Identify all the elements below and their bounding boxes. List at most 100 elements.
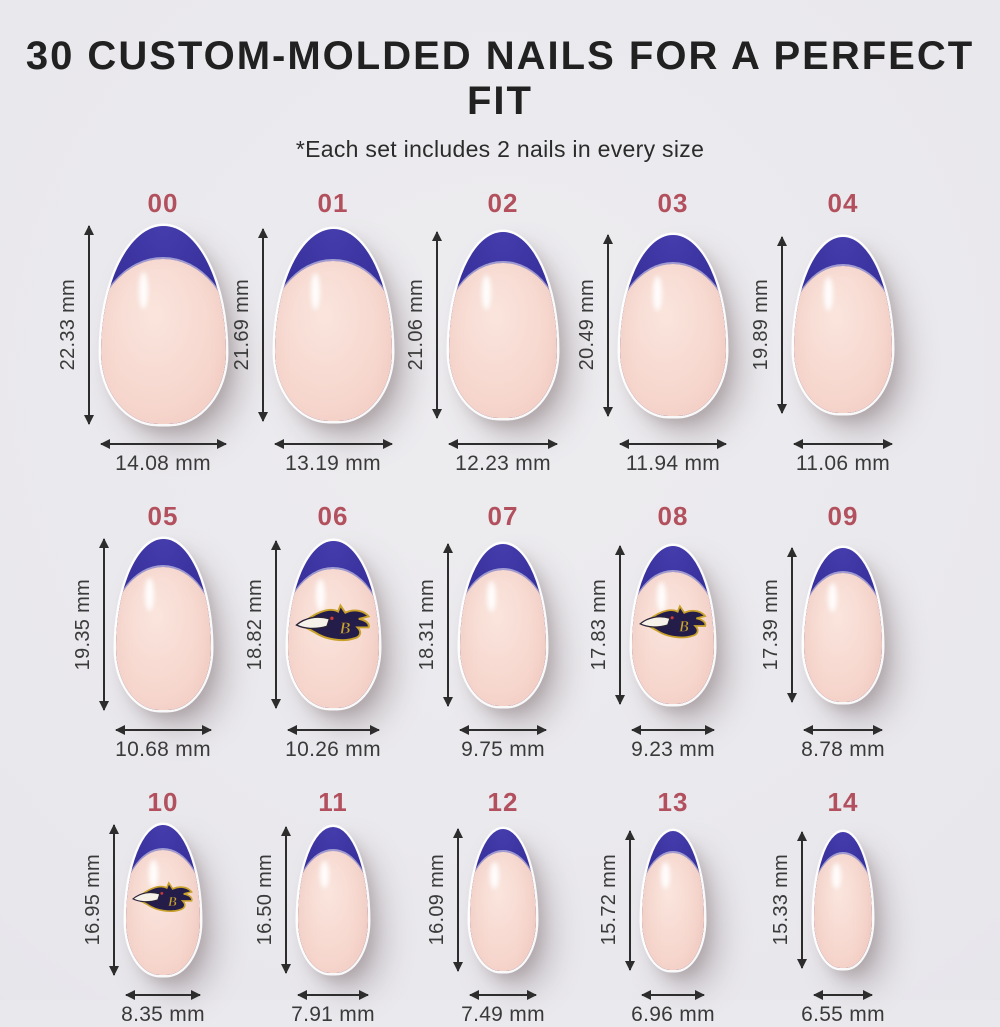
height-value: 21.69 mm (230, 279, 253, 371)
size-label: 09 (827, 501, 859, 531)
height-measure: 16.50 mm (254, 827, 287, 973)
nail-graphic: B (642, 830, 704, 970)
nail-wrap: 22.33 mm B (57, 226, 226, 424)
svg-text:B: B (167, 894, 177, 909)
height-value: 19.89 mm (750, 279, 772, 371)
horizontal-arrow (115, 729, 211, 731)
nail-bed (298, 851, 368, 973)
width-value: 7.91 mm (291, 1003, 375, 1026)
width-value: 14.08 mm (115, 452, 211, 475)
height-measure: 17.39 mm (760, 547, 793, 702)
shine-highlight (310, 273, 320, 310)
vertical-arrow (801, 832, 803, 968)
width-value: 9.75 mm (461, 738, 545, 761)
nail-size-cell-10: 10 16.95 mm B (78, 786, 248, 1027)
width-value: 8.78 mm (801, 738, 885, 761)
size-row-2: 10 16.95 mm B (78, 786, 928, 1027)
nail-wrap: 17.83 mm B (588, 545, 714, 704)
height-measure: 19.35 mm (72, 539, 105, 710)
width-measure: 12.23 mm (418, 443, 588, 476)
nail-graphic: B (126, 825, 200, 975)
shine-highlight (315, 579, 325, 612)
nail-graphic: B (632, 545, 714, 704)
vertical-arrow (436, 232, 438, 418)
height-value: 15.33 mm (770, 854, 792, 946)
page-subtitle: *Each set includes 2 nails in every size (295, 136, 705, 162)
nail-wrap: 15.33 mm B (770, 832, 872, 968)
height-value: 22.33 mm (56, 279, 79, 371)
vertical-arrow (274, 541, 277, 708)
nail-wrap: 18.82 mm B (244, 541, 379, 708)
width-measure: 6.96 mm (588, 994, 758, 1027)
svg-text:B: B (338, 618, 350, 637)
width-measure: 8.35 mm (78, 994, 248, 1027)
horizontal-arrow (274, 443, 392, 445)
width-measure: 11.94 mm (588, 443, 758, 476)
vertical-arrow (791, 547, 793, 702)
size-row-1: 05 19.35 mm B (72, 500, 928, 762)
nail-graphic: B (274, 229, 392, 421)
height-value: 15.72 mm (598, 854, 620, 946)
width-value: 6.96 mm (631, 1003, 715, 1026)
size-label: 03 (657, 188, 689, 218)
nail-zone: 21.69 mm B (231, 222, 392, 428)
nail-size-cell-08: 08 17.83 mm B (588, 500, 758, 762)
nail-wrap: 16.95 mm B (82, 825, 200, 975)
vertical-arrow (447, 543, 449, 706)
size-label: 10 (147, 787, 179, 817)
shine-highlight (652, 276, 662, 311)
height-measure: 18.31 mm (416, 543, 449, 706)
shine-highlight (824, 277, 834, 311)
horizontal-arrow (814, 994, 872, 996)
size-label: 06 (317, 501, 349, 531)
shine-highlight (482, 274, 492, 311)
height-value: 18.31 mm (416, 578, 438, 671)
shine-highlight (144, 578, 154, 611)
nail-wrap: 17.39 mm B (760, 547, 882, 702)
horizontal-arrow (794, 443, 892, 445)
width-measure: 7.91 mm (248, 994, 418, 1027)
nail-bed (470, 852, 536, 971)
height-value: 19.35 mm (71, 578, 94, 671)
nail-graphic: B (460, 543, 546, 706)
nail-wrap: 21.69 mm B (231, 229, 392, 421)
width-value: 7.49 mm (461, 1003, 545, 1026)
height-measure: 21.06 mm (405, 232, 438, 418)
height-value: 21.06 mm (405, 279, 427, 371)
height-measure: 20.49 mm (576, 234, 609, 416)
shine-highlight (828, 582, 838, 613)
horizontal-arrow (287, 729, 379, 731)
nail-size-cell-11: 11 16.50 mm B (248, 786, 418, 1027)
nail-size-cell-06: 06 18.82 mm B (244, 500, 418, 762)
shine-highlight (148, 859, 158, 888)
size-label: 04 (827, 188, 859, 218)
nail-size-cell-09: 09 17.39 mm B (758, 500, 928, 762)
horizontal-arrow (642, 994, 704, 996)
nail-graphic: B (470, 829, 536, 971)
horizontal-arrow (804, 729, 882, 731)
width-value: 13.19 mm (285, 452, 381, 475)
height-measure: 22.33 mm (57, 226, 90, 424)
nail-bed (642, 853, 704, 970)
width-value: 6.55 mm (801, 1003, 885, 1026)
horizontal-arrow (100, 443, 226, 445)
nail-zone: 19.35 mm B (72, 535, 211, 714)
width-value: 11.94 mm (625, 452, 721, 475)
nail-wrap: 19.89 mm B (750, 237, 892, 413)
height-value: 16.95 mm (82, 854, 104, 946)
nail-zone: 17.39 mm B (760, 535, 882, 714)
nail-bed (115, 567, 211, 710)
nail-wrap: 21.06 mm B (405, 232, 557, 418)
nail-graphic: B (814, 832, 872, 968)
nail-zone: 18.31 mm B (416, 535, 546, 714)
nail-size-cell-07: 07 18.31 mm B (416, 500, 588, 762)
width-measure: 7.49 mm (418, 994, 588, 1027)
height-measure: 15.33 mm (770, 832, 803, 968)
horizontal-arrow (632, 729, 714, 731)
nail-size-cell-14: 14 15.33 mm B (758, 786, 928, 1027)
width-value: 11.06 mm (795, 452, 891, 475)
nail-zone: 21.06 mm B (405, 222, 557, 428)
vertical-arrow (781, 237, 783, 413)
nail-size-cell-13: 13 15.72 mm B (588, 786, 758, 1027)
nail-graphic: B (298, 827, 368, 973)
